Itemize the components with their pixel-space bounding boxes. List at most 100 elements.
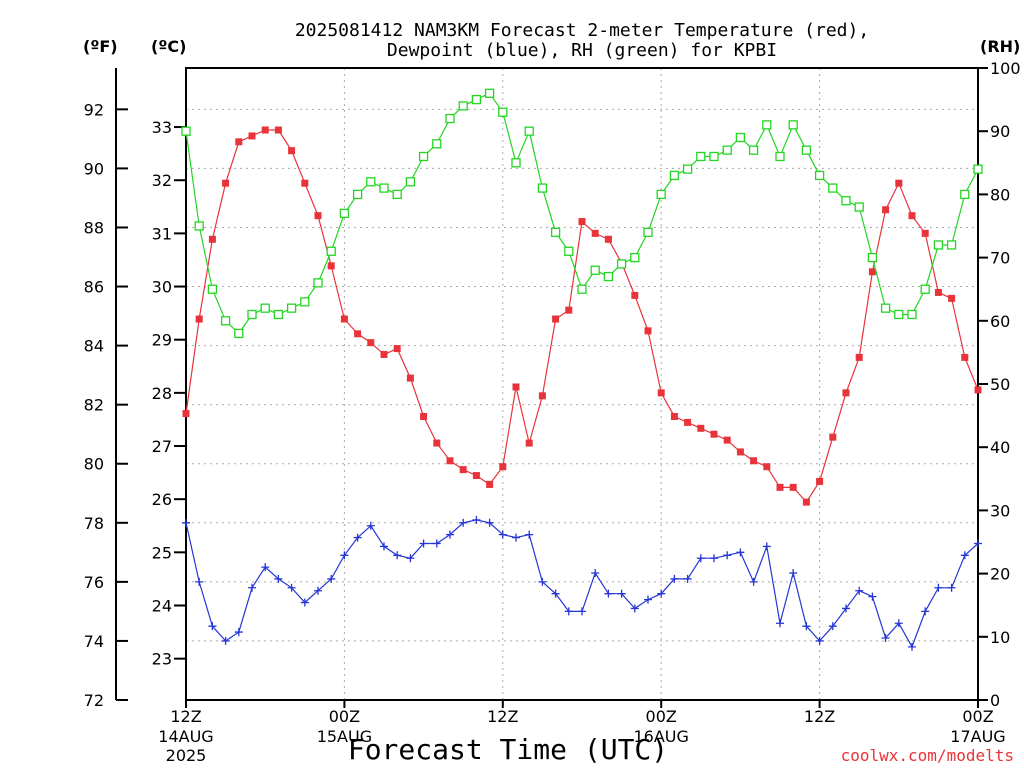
rh-tick-label: 30 [990,501,1010,520]
rh-point [339,208,350,219]
dewpoint-point [670,574,679,583]
rh-point [696,151,706,162]
rh-point [471,94,482,105]
dewpoint-point [538,577,547,586]
temperature-point [406,374,414,382]
rh-point [920,284,930,294]
dewpoint-point [314,586,322,595]
rh-point [735,132,746,143]
temperature-point [327,262,335,270]
c-tick-label: 29 [152,331,172,350]
rh-point [762,120,772,130]
temperature-point [697,424,705,432]
temperature-point [552,315,560,323]
temperature-point [354,330,362,338]
fahrenheit-axis: 72 74 76 78 80 82 84 86 88 90 92 [84,100,128,710]
dewpoint-point [287,583,296,592]
rh-point [814,170,825,181]
series-layer [181,88,983,651]
rh-point [643,227,653,237]
unit-label-f: (ºF) [83,37,118,56]
x-tick-date-label: 15AUG [317,727,372,746]
temperature-point [433,439,441,447]
rh-point [946,240,957,250]
temperature-point [195,315,203,323]
rh-point [564,246,574,256]
dewpoint-point [842,604,850,613]
temperature-point [367,339,375,347]
temperature-point [512,383,520,391]
rh-point [405,177,416,187]
temperature-point [868,268,876,276]
dewpoint-point [974,539,982,548]
f-tick-label: 90 [84,159,104,178]
rh-point [933,240,944,250]
temperature-point [393,345,401,353]
c-tick-label: 28 [152,384,172,403]
rh-tick-label: 80 [990,185,1010,204]
dewpoint-point [459,518,468,527]
rh-point [590,265,600,275]
rh-point [603,271,614,282]
temperature-point [684,418,692,426]
dewpoint-point [723,551,732,560]
dewpoint-point [353,533,362,542]
rh-point [775,151,785,162]
temperature-point [340,315,348,323]
rh-point [894,309,904,320]
rh-point [273,309,284,320]
dewpoint-point [446,530,454,539]
rh-point [722,145,732,155]
rh-point [220,316,231,326]
rh-point [867,252,878,263]
rh-point [313,278,323,288]
dewpoint-point [182,518,190,527]
rh-point [498,107,508,117]
c-tick-label: 26 [152,490,172,509]
temperature-point [644,327,652,335]
dewpoint-point [749,577,758,586]
rh-point [801,145,812,155]
dewpoint-point [366,521,375,530]
dewpoint-point [564,607,573,616]
dewpoint-point [604,589,613,598]
rh-point [511,158,521,168]
temperature-point [789,483,797,491]
temperature-point [776,483,784,491]
rh-point [550,227,561,237]
rh-point [181,126,191,136]
temperature-point [908,212,916,220]
temperature-point [802,498,810,506]
temperature-point [248,132,256,140]
temperature-point [604,235,612,243]
rh-point [524,126,534,136]
dewpoint-point [789,569,798,578]
temperature-point [208,235,216,243]
temperature-point [829,433,837,441]
rh-axis: 0 10 20 30 40 50 60 70 80 90 100 [978,59,1021,710]
f-tick-label: 76 [84,573,104,592]
temperature-point [842,389,850,397]
dewpoint-point [815,636,824,645]
rh-point [537,183,548,193]
dewpoint-point [274,574,283,583]
c-tick-label: 32 [152,171,172,190]
rh-point [379,183,389,193]
temperature-point [816,477,824,485]
temperature-point [763,463,771,471]
dewpoint-point [776,619,784,628]
dewpoint-point [327,574,336,583]
dewpoint-point [432,539,441,548]
dewpoint-point [921,607,930,616]
f-tick-label: 92 [84,100,104,119]
temperature-point [736,448,744,456]
temperature-point [934,288,942,296]
temperature-point [670,412,678,420]
dewpoint-point [234,628,243,637]
f-tick-label: 80 [84,455,104,474]
dewpoint-point [300,598,309,607]
temperature-point [446,457,454,465]
dewpoint-point [934,583,943,592]
dewpoint-point [195,577,204,586]
